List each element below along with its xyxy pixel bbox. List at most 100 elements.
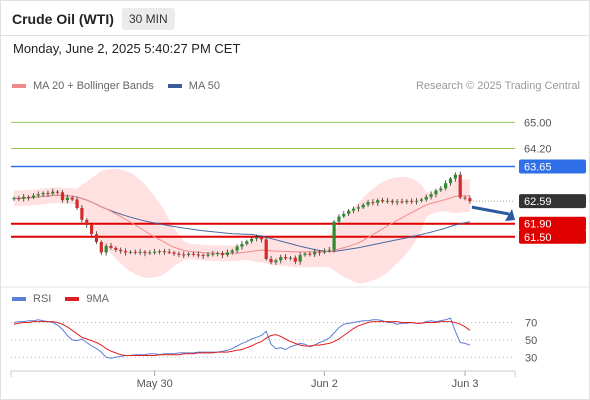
candle-body (361, 204, 365, 208)
candle-body (182, 254, 186, 256)
level-tag-5 (519, 229, 586, 244)
candle-body (75, 199, 79, 208)
chart-header: Crude Oil (WTI) 30 MIN (0, 0, 590, 36)
candle-body (439, 188, 443, 191)
candle-body (264, 239, 268, 259)
candle-body (390, 200, 394, 203)
ma9-swatch (65, 297, 80, 301)
forecast-arrow (471, 205, 510, 216)
candle-body (366, 202, 370, 205)
candle-body (191, 253, 196, 255)
candle-body (225, 252, 229, 256)
candle-body (90, 225, 94, 235)
bollinger-band (14, 168, 470, 284)
candle-body (56, 191, 60, 193)
candle-body (211, 253, 215, 255)
candle-body (206, 254, 210, 256)
candle-body (410, 200, 414, 202)
candle-body (216, 253, 220, 255)
x-tick-label-0: May 30 (137, 378, 173, 390)
candle-body (400, 201, 404, 203)
candle-body (254, 237, 259, 239)
level-label-0: 65.00 (524, 117, 552, 129)
candle-body (429, 194, 433, 197)
rsi-line (13, 317, 471, 359)
candle-body (133, 251, 137, 253)
candle-body (65, 197, 69, 201)
candle-body (187, 253, 191, 256)
level-tag-4 (519, 216, 586, 231)
credit-text: Research © 2025 Trading Central (415, 80, 580, 92)
candle-body (31, 195, 35, 198)
candle-body (284, 257, 288, 259)
candle-body (371, 202, 375, 204)
candle-body (123, 251, 128, 253)
candle-body (119, 249, 123, 252)
candle-body (167, 251, 171, 253)
level-tag-2 (519, 159, 586, 174)
candle-body (85, 219, 89, 225)
legend-item-rsi: RSI (12, 293, 51, 305)
rsi-tick-0: 70 (525, 317, 537, 329)
legend-label-ma20: MA 20 + Bollinger Bands (33, 80, 154, 92)
rsi-legend: RSI 9MA (12, 293, 123, 305)
candle-body (317, 251, 322, 253)
candle-body (463, 197, 467, 199)
level-label-3: 62.59 (524, 196, 552, 208)
candle-body (240, 243, 244, 247)
candle-body (313, 251, 317, 255)
candle-body (138, 251, 142, 253)
instrument-title: Crude Oil (WTI) (12, 11, 114, 27)
candle-body (114, 247, 118, 250)
candle-body (419, 199, 423, 201)
candle-body (172, 252, 176, 254)
candle-body (12, 198, 16, 200)
timeframe-badge[interactable]: 30 MIN (122, 8, 175, 30)
ma20-line (13, 194, 470, 254)
level-label-2: 63.65 (524, 161, 552, 173)
candle-body (468, 198, 472, 202)
candle-body (177, 253, 181, 255)
level-label-4: 61.90 (524, 219, 552, 231)
price-legend: MA 20 + Bollinger Bands MA 50 (12, 80, 234, 92)
candle-body (22, 196, 26, 199)
candle-body (104, 245, 108, 253)
candle-body (303, 253, 307, 256)
candle-body (143, 251, 147, 254)
legend-label-ma50: MA 50 (188, 80, 220, 92)
candle-body (322, 250, 326, 253)
candle-body (245, 241, 249, 244)
legend-label-rsi: RSI (33, 293, 52, 305)
candle-body (356, 207, 360, 209)
candle-body (448, 178, 453, 184)
candle-body (351, 208, 356, 211)
candle-body (259, 237, 263, 240)
candle-body (288, 257, 293, 259)
candle-body (41, 192, 45, 195)
candle-body (26, 196, 31, 198)
candle-body (157, 251, 162, 253)
candle-body (395, 201, 399, 203)
ma50-swatch (167, 84, 182, 88)
rsi-tick-1: 50 (525, 335, 537, 347)
candle-body (220, 253, 225, 256)
candle-body (196, 254, 200, 256)
candle-body (405, 200, 409, 203)
candle-body (80, 208, 84, 220)
candle-body (298, 255, 302, 262)
candle-body (385, 200, 390, 202)
candle-body (162, 251, 166, 253)
candle-body (337, 216, 341, 222)
candle-body (70, 197, 74, 200)
candle-body (128, 251, 132, 253)
candle-body (46, 192, 50, 194)
timestamp: Monday, June 2, 2025 5:40:27 PM CET (13, 41, 241, 56)
candle-body (235, 246, 239, 251)
level-label-5: 61.50 (524, 232, 552, 244)
candle-body (60, 192, 65, 201)
candle-body (342, 213, 346, 217)
candle-body (332, 221, 336, 250)
candle-body (347, 210, 351, 214)
x-tick-label-2: Jun 3 (452, 378, 479, 390)
